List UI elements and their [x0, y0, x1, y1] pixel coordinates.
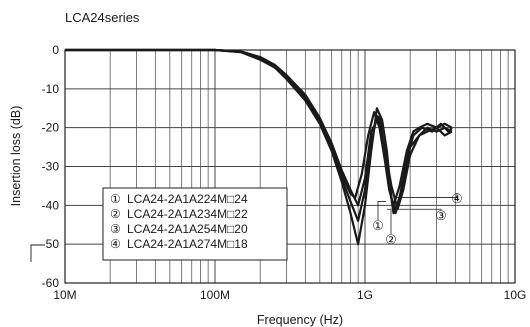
legend-label-1: LCA24-2A1A224M□24 — [127, 192, 248, 206]
x-tick-label: 1G — [357, 288, 373, 302]
y-axis-label: Insertion loss (dB) — [9, 106, 23, 207]
chart-title: LCA24series — [65, 10, 140, 25]
y-tick-label: 0 — [52, 43, 59, 57]
legend-marker-3: ③ — [110, 222, 121, 236]
callout-markers: ①② ③④ — [372, 191, 463, 247]
callout-leader — [377, 201, 386, 220]
series-line-4 — [65, 48, 453, 215]
callout-marker-2: ② — [385, 232, 397, 247]
legend-label-4: LCA24-2A1A274M□18 — [127, 237, 248, 251]
x-tick-label: 10M — [53, 288, 76, 302]
legend-marker-4: ④ — [110, 237, 121, 251]
callout-leader — [386, 208, 392, 234]
legend-bracket — [30, 244, 45, 262]
legend-label-3: LCA24-2A1A254M□20 — [127, 222, 248, 236]
y-tick-label: -60 — [42, 276, 60, 290]
x-tick-label: 10G — [504, 288, 527, 302]
y-tick-label: -40 — [42, 198, 60, 212]
legend: ① LCA24-2A1A224M□24 ② LCA24-2A1A234M□22 ③ LCA… — [30, 187, 288, 262]
legend-label-2: LCA24-2A1A234M□22 — [127, 207, 248, 221]
x-axis-label: Frequency (Hz) — [257, 313, 343, 327]
callout-leader — [393, 193, 458, 198]
y-tick-label: -50 — [42, 237, 60, 251]
grid-lines — [64, 49, 516, 284]
callout-marker-1: ① — [372, 218, 384, 233]
legend-box — [102, 187, 288, 261]
callout-leader — [397, 208, 442, 210]
legend-marker-2: ② — [110, 207, 121, 221]
y-tick-label: -10 — [42, 82, 60, 96]
series-line-3 — [65, 48, 453, 222]
y-tick-label: -30 — [42, 160, 60, 174]
callout-marker-4: ④ — [451, 191, 463, 206]
callout-marker-3: ③ — [435, 208, 447, 223]
series-lines — [65, 48, 453, 246]
x-tick-label: 100M — [200, 288, 230, 302]
plot-frame — [64, 49, 516, 284]
y-tick-label: -20 — [42, 121, 60, 135]
legend-marker-1: ① — [110, 192, 121, 206]
